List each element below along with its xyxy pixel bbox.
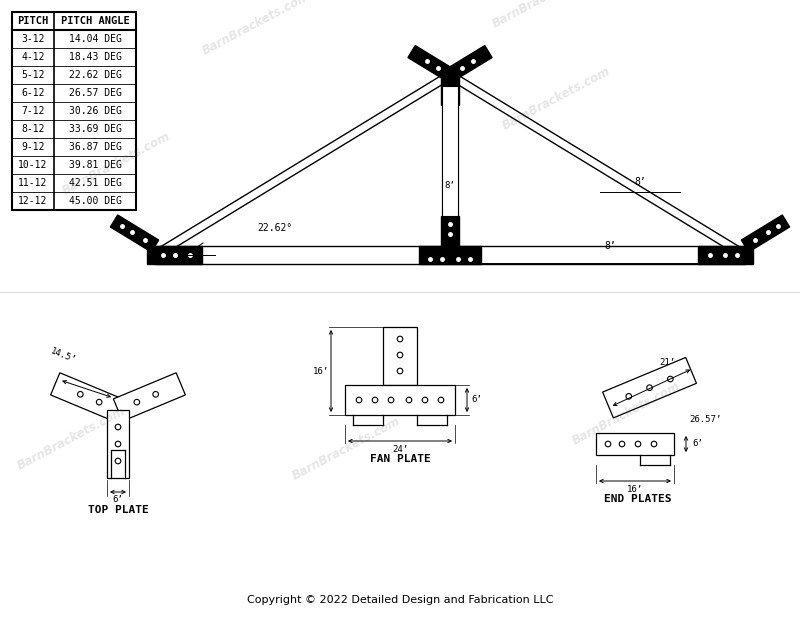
Text: BarnBrackets.com: BarnBrackets.com xyxy=(490,0,602,31)
Polygon shape xyxy=(408,46,454,81)
Polygon shape xyxy=(50,373,122,421)
Bar xyxy=(107,410,129,478)
Text: BarnBrackets.com: BarnBrackets.com xyxy=(15,405,128,473)
Text: 6’: 6’ xyxy=(113,496,123,504)
Bar xyxy=(147,246,202,264)
Text: BarnBrackets.com: BarnBrackets.com xyxy=(290,415,402,483)
Text: 22.62 DEG: 22.62 DEG xyxy=(69,70,122,80)
Text: 6’: 6’ xyxy=(693,439,703,449)
Text: 5-12: 5-12 xyxy=(22,70,45,80)
Text: 8-12: 8-12 xyxy=(22,124,45,134)
Text: 14.04 DEG: 14.04 DEG xyxy=(69,34,122,44)
Bar xyxy=(698,246,753,264)
Text: 33.69 DEG: 33.69 DEG xyxy=(69,124,122,134)
Text: BarnBrackets.com: BarnBrackets.com xyxy=(500,65,613,133)
Text: 39.81 DEG: 39.81 DEG xyxy=(69,160,122,170)
Text: 36.87 DEG: 36.87 DEG xyxy=(69,142,122,152)
Polygon shape xyxy=(110,215,158,252)
Text: Copyright © 2022 Detailed Design and Fabrication LLC: Copyright © 2022 Detailed Design and Fab… xyxy=(246,595,554,605)
Text: 12-12: 12-12 xyxy=(18,196,48,206)
Text: 16’: 16’ xyxy=(313,366,329,376)
Bar xyxy=(441,216,459,262)
Text: 45.00 DEG: 45.00 DEG xyxy=(69,196,122,206)
Polygon shape xyxy=(114,373,186,421)
Bar xyxy=(441,75,459,105)
Text: PITCH: PITCH xyxy=(18,16,49,26)
Text: FAN PLATE: FAN PLATE xyxy=(370,454,430,464)
Text: 10-12: 10-12 xyxy=(18,160,48,170)
Text: 6-12: 6-12 xyxy=(22,88,45,98)
Text: 24’: 24’ xyxy=(392,444,408,454)
Bar xyxy=(596,433,674,455)
Text: BarnBrackets.com: BarnBrackets.com xyxy=(570,380,682,448)
Text: BarnBrackets.com: BarnBrackets.com xyxy=(60,130,173,198)
Text: 8’: 8’ xyxy=(634,177,646,187)
Polygon shape xyxy=(742,215,790,252)
Text: END PLATES: END PLATES xyxy=(604,494,672,504)
Text: 26.57 DEG: 26.57 DEG xyxy=(69,88,122,98)
Text: BarnBrackets.com: BarnBrackets.com xyxy=(200,0,313,58)
Text: 11-12: 11-12 xyxy=(18,178,48,188)
Bar xyxy=(383,327,417,385)
Text: 14.5’: 14.5’ xyxy=(49,347,78,365)
Text: PITCH ANGLE: PITCH ANGLE xyxy=(61,16,130,26)
Bar xyxy=(155,246,745,264)
Bar xyxy=(442,86,458,216)
Bar xyxy=(419,246,481,264)
Text: 26.57’: 26.57’ xyxy=(689,415,722,425)
Bar xyxy=(12,12,136,210)
Text: 7-12: 7-12 xyxy=(22,106,45,116)
Text: 18.43 DEG: 18.43 DEG xyxy=(69,52,122,62)
Text: 8’: 8’ xyxy=(445,180,455,190)
Text: 42.51 DEG: 42.51 DEG xyxy=(69,178,122,188)
Text: 9-12: 9-12 xyxy=(22,142,45,152)
Polygon shape xyxy=(602,357,697,418)
Polygon shape xyxy=(446,46,492,81)
Text: 22.62°: 22.62° xyxy=(258,223,293,233)
Text: 21’: 21’ xyxy=(659,358,676,367)
Text: 30.26 DEG: 30.26 DEG xyxy=(69,106,122,116)
Bar xyxy=(345,385,455,415)
Bar xyxy=(442,86,458,244)
Text: 16’: 16’ xyxy=(627,485,643,494)
Text: 8’: 8’ xyxy=(604,241,616,251)
Text: 4-12: 4-12 xyxy=(22,52,45,62)
Text: TOP PLATE: TOP PLATE xyxy=(88,505,148,515)
Text: 6’: 6’ xyxy=(472,396,482,405)
Text: 3-12: 3-12 xyxy=(22,34,45,44)
